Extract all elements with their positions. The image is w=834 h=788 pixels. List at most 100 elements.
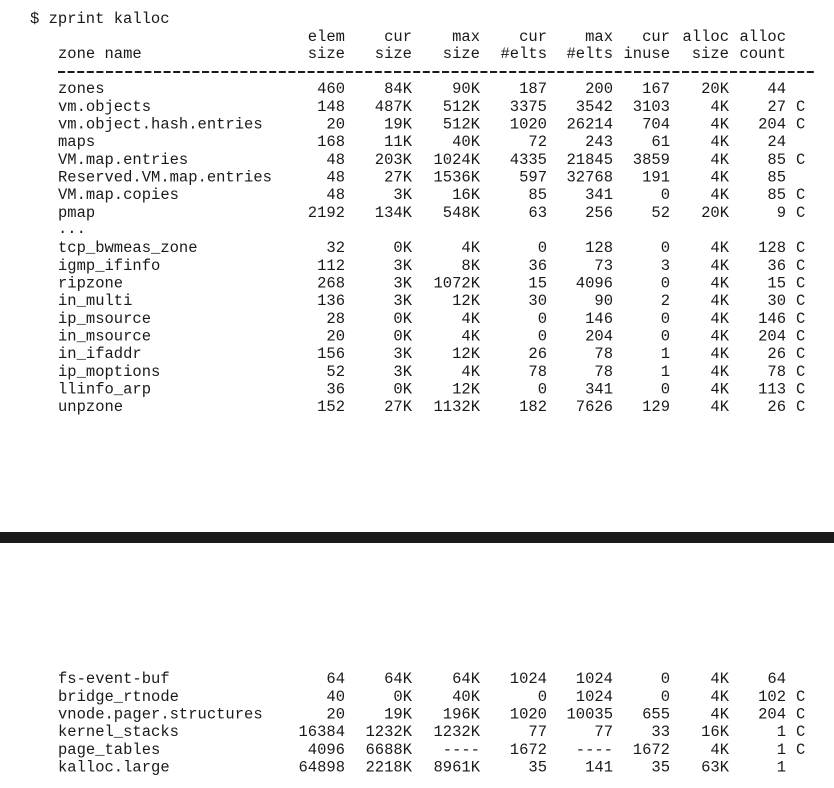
cell: 129 [642,398,670,416]
cell: 1024 [576,688,613,706]
cell: 3K [393,292,412,310]
cell: 3K [393,186,412,204]
cell: 61 [651,133,670,151]
cell: 64 [767,670,786,688]
cell: 341 [585,186,613,204]
cell: 85 [528,186,547,204]
cell: 487K [375,98,413,116]
cell: 40K [452,133,481,151]
cell: 6688K [365,741,412,759]
cell: 0 [661,186,670,204]
flag: C [796,239,805,257]
cell: 48 [326,168,345,186]
column-header: size [308,45,345,63]
zone-name: ip_msource [58,310,151,328]
cell: 28 [326,310,345,328]
cell: 4K [710,186,729,204]
cell: 167 [642,80,670,98]
cell: 0 [661,670,670,688]
column-header: size [375,45,412,63]
cell: 19K [384,705,413,723]
cell: 1232K [365,723,412,741]
cell: 27 [767,98,786,116]
cell: 0 [538,327,547,345]
zone-name: VM.map.entries [58,151,188,169]
cell: 4K [710,292,729,310]
zone-name: tcp_bwmeas_zone [58,239,198,257]
cell: 77 [528,723,547,741]
cell: 30 [767,292,786,310]
column-header: #elts [566,45,613,63]
column-header: size [692,45,729,63]
cell: 0 [661,688,670,706]
cell: 3542 [576,98,613,116]
cell: 26 [528,345,547,363]
column-header: max [452,28,480,46]
cell: 4K [710,274,729,292]
cell: 1232K [433,723,480,741]
zone-name: Reserved.VM.map.entries [58,168,272,186]
cell: 0K [393,327,412,345]
cell: 4K [710,705,729,723]
cell: 11K [384,133,413,151]
cell: 548K [443,204,481,222]
cell: 128 [585,239,613,257]
cell: 36 [528,257,547,275]
cell: 156 [317,345,345,363]
flag: C [796,257,805,275]
cell: 10035 [566,705,613,723]
cell: 3K [393,257,412,275]
cell: 4K [710,133,729,151]
zone-name: in_msource [58,327,151,345]
cell: 52 [326,363,345,381]
cell: 1 [661,345,670,363]
cell: 63K [701,758,730,776]
zone-name: vm.object.hash.entries [58,115,263,133]
cell: 4K [710,310,729,328]
cell: 85 [767,151,786,169]
cell: 20 [326,705,345,723]
zone-name: pmap [58,204,95,222]
column-header: cur [519,28,547,46]
cell: 460 [317,80,345,98]
cell: 182 [519,398,547,416]
cell: 26 [767,398,786,416]
cell: 204 [758,327,786,345]
cell: 36 [326,380,345,398]
column-header: alloc [682,28,729,46]
cell: 8961K [433,758,480,776]
flag: C [796,115,805,133]
cell: 204 [758,705,786,723]
command: $ zprint kalloc [30,10,170,28]
cell: 4K [461,327,480,345]
cell: 3K [393,345,412,363]
cell: 15 [767,274,786,292]
flag: C [796,363,805,381]
cell: 168 [317,133,345,151]
cell: 3859 [633,151,670,169]
column-header: cur [384,28,412,46]
cell: 9 [777,204,786,222]
cell: 2 [661,292,670,310]
cell: 64K [384,670,413,688]
flag: C [796,151,805,169]
cell: 136 [317,292,345,310]
cell: 4K [710,670,729,688]
cell: 48 [326,186,345,204]
zone-name: igmp_ifinfo [58,257,160,275]
cell: 36 [767,257,786,275]
cell: 4K [710,345,729,363]
cell: 146 [585,310,613,328]
cell: 35 [651,758,670,776]
cell: 1024 [576,670,613,688]
zone-name: maps [58,133,95,151]
flag: C [796,327,805,345]
zone-name: unpzone [58,398,123,416]
cell: 1024 [510,670,547,688]
cell: 64K [452,670,481,688]
cell: 4K [710,115,729,133]
cell: 44 [767,80,786,98]
flag: C [796,398,805,416]
zone-name: vm.objects [58,98,151,116]
cell: 4K [461,239,480,257]
